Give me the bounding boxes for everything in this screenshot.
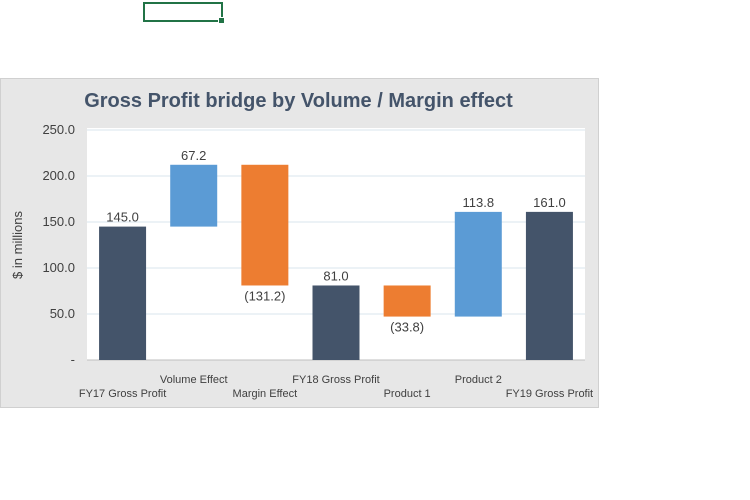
data-label: (131.2) [244,288,285,303]
selected-cell[interactable] [143,2,225,24]
chart-title: Gross Profit bridge by Volume / Margin e… [84,90,513,112]
bar-increase[interactable] [454,211,502,317]
y-axis-label: $ in millions [10,211,25,279]
category-label: FY18 Gross Profit [292,374,379,386]
bar-decrease[interactable] [241,164,289,286]
bar-increase[interactable] [170,164,218,227]
y-tick-label: 50.0 [50,306,75,321]
fill-handle[interactable] [218,17,225,24]
data-label: (33.8) [390,320,424,335]
y-tick-label: 100.0 [42,260,75,275]
data-label: 161.0 [533,195,566,210]
y-tick-label: - [71,352,75,367]
data-label: 113.8 [462,195,494,210]
y-tick-label: 250.0 [42,122,75,137]
data-label: 81.0 [323,268,348,283]
category-label: Product 1 [384,388,431,400]
bar-total[interactable] [312,285,360,360]
category-label: Volume Effect [160,374,228,386]
bar-total[interactable] [525,211,573,360]
y-tick-label: 200.0 [42,168,75,183]
category-label: Product 2 [455,374,502,386]
bar-total[interactable] [99,226,147,360]
category-label: Margin Effect [233,388,298,400]
data-label: 145.0 [106,210,139,225]
bar-decrease[interactable] [383,285,431,317]
category-label: FY19 Gross Profit [506,388,593,400]
data-label: 67.2 [181,148,206,163]
y-tick-label: 150.0 [42,214,75,229]
category-label: FY17 Gross Profit [79,388,166,400]
